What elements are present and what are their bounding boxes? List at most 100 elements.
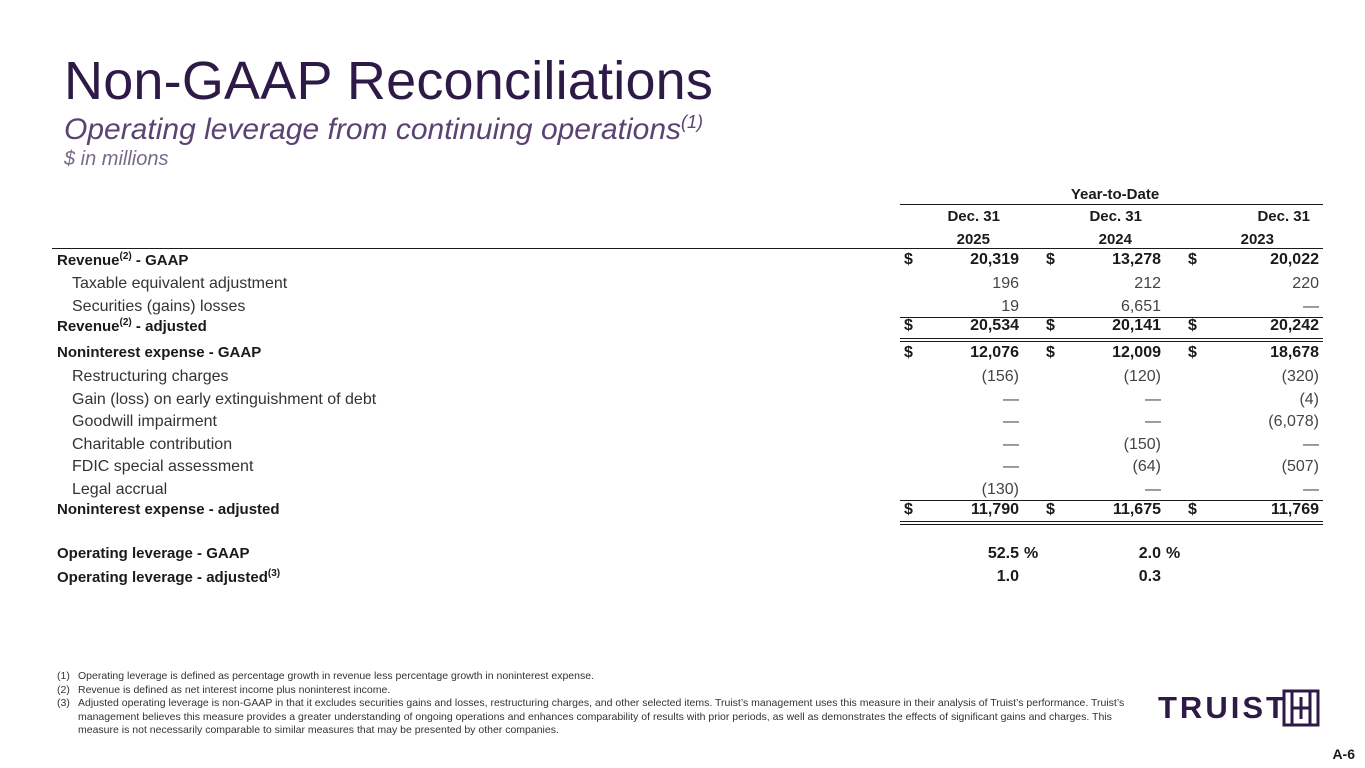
footnote-text: Adjusted operating leverage is non-GAAP …	[78, 697, 1125, 737]
footnote-key: (3)	[57, 697, 70, 710]
dollar-sign: $	[1046, 501, 1055, 518]
footnote-text: Revenue is defined as net interest incom…	[78, 683, 391, 696]
cell-value: —	[1303, 436, 1319, 453]
row-label: Goodwill impairment	[72, 413, 217, 430]
column-header-date: Dec. 31	[1257, 208, 1310, 225]
column-header-year: 2023	[1240, 231, 1274, 248]
total-double-rule	[900, 524, 1323, 525]
row-label: Operating leverage - GAAP	[57, 545, 250, 562]
percent-sign: %	[1024, 545, 1039, 562]
cell-value: —	[1303, 298, 1319, 315]
percent-sign: %	[1166, 545, 1181, 562]
table-row: Securities (gains) losses 19 6,651 —	[0, 298, 1365, 320]
cell-value: 11,675	[1112, 501, 1161, 518]
row-label-text: Revenue	[57, 252, 120, 269]
row-label: Noninterest expense - adjusted	[57, 501, 280, 518]
cell-value: (507)	[1281, 458, 1319, 475]
column-header-date: Dec. 31	[947, 208, 1000, 225]
cell-value: 20,022	[1270, 251, 1319, 268]
cell-value: (6,078)	[1268, 413, 1319, 430]
cell-value: 13,278	[1112, 251, 1161, 268]
subtotal-rule	[900, 500, 1323, 501]
row-label: Gain (loss) on early extinguishment of d…	[72, 391, 377, 408]
row-label: Taxable equivalent adjustment	[72, 275, 288, 292]
logo-wordmark: TRUIST	[1158, 690, 1288, 725]
table-row: Revenue(2) - adjusted $20,534 $20,141 $20,2…	[0, 317, 1365, 339]
cell-value: 1.0	[996, 568, 1019, 585]
truist-hh-mark-icon	[1282, 689, 1320, 727]
table-row: Restructuring charges (156) (120) (320)	[0, 368, 1365, 390]
row-label-text: Revenue	[57, 318, 120, 335]
subtitle-text: Operating leverage from continuing opera…	[64, 113, 682, 146]
row-label-suffix: - GAAP	[131, 252, 189, 269]
footnote: (1) Operating leverage is defined as perc…	[57, 670, 1137, 684]
footnote-text: Operating leverage is defined as percent…	[78, 670, 594, 682]
row-label: Operating leverage - adjusted(3)	[57, 568, 280, 586]
footnote-key: (1)	[57, 670, 70, 682]
page-title: Non-GAAP Reconciliations	[64, 51, 714, 111]
cell-value: 11,769	[1270, 501, 1319, 518]
truist-logo: TRUIST	[1158, 688, 1322, 728]
subtotal-rule	[900, 317, 1323, 318]
row-label-suffix: - adjusted	[131, 318, 207, 335]
year-to-date-header: Year-to-Date	[1070, 186, 1160, 203]
cell-value: 196	[992, 275, 1019, 292]
cell-value: —	[1003, 391, 1019, 408]
dollar-sign: $	[1046, 251, 1055, 268]
column-header-date: Dec. 31	[1089, 208, 1142, 225]
table-row: FDIC special assessment — (64) (507)	[0, 458, 1365, 480]
cell-value: 52.5	[987, 545, 1019, 562]
dollar-sign: $	[1188, 251, 1197, 268]
cell-value: 11,790	[970, 501, 1019, 518]
table-row: Noninterest expense - GAAP $12,076 $12,009…	[0, 344, 1365, 366]
cell-value: —	[1145, 413, 1161, 430]
row-label: Charitable contribution	[72, 436, 233, 453]
row-label: Noninterest expense - GAAP	[57, 344, 262, 361]
row-label-text: Operating leverage - adjusted	[57, 569, 268, 586]
dollar-sign: $	[1188, 501, 1197, 518]
cell-value: 2.0	[1138, 545, 1161, 562]
page-subtitle: Operating leverage from continuing opera…	[64, 112, 703, 147]
table-header-rule	[52, 248, 1323, 249]
cell-value: (156)	[981, 368, 1019, 385]
footnote-key: (2)	[57, 683, 70, 696]
cell-value: —	[1145, 391, 1161, 408]
table-row: Operating leverage - adjusted(3) 1.0 0.3	[0, 568, 1365, 590]
units-note: $ in millions	[64, 148, 169, 170]
table-row: Goodwill impairment — — (6,078)	[0, 413, 1365, 435]
table-row: Gain (loss) on early extinguishment of d…	[0, 391, 1365, 413]
table-row: Noninterest expense - adjusted $11,790 $11…	[0, 501, 1365, 523]
cell-value: 20,141	[1112, 317, 1161, 334]
row-label: Securities (gains) losses	[72, 298, 246, 315]
table-row: Taxable equivalent adjustment 196 212 220	[0, 275, 1365, 297]
cell-value: 12,009	[1112, 344, 1161, 361]
table-row: Revenue(2) - GAAP $20,319 $13,278 $20,022	[0, 251, 1365, 273]
cell-value: (320)	[1281, 368, 1319, 385]
total-double-rule	[900, 341, 1323, 342]
dollar-sign: $	[1046, 344, 1055, 361]
footnote: (2) Revenue is defined as net interest in…	[57, 684, 1137, 698]
cell-value: 20,534	[970, 317, 1019, 334]
cell-value: 19	[1001, 298, 1019, 315]
cell-value: (120)	[1123, 368, 1161, 385]
dollar-sign: $	[904, 251, 913, 268]
table-row: Legal accrual (130) — —	[0, 481, 1365, 503]
table-row: Operating leverage - GAAP 52.5% 2.0%	[0, 545, 1365, 567]
dollar-sign: $	[904, 344, 913, 361]
cell-value: —	[1003, 458, 1019, 475]
dollar-sign: $	[1046, 317, 1055, 334]
dollar-sign: $	[1188, 317, 1197, 334]
cell-value: —	[1145, 481, 1161, 498]
row-label-footnote-ref: (2)	[119, 251, 132, 262]
header-rule	[900, 204, 1323, 205]
row-label-footnote-ref: (2)	[119, 317, 132, 328]
column-header-year: 2025	[956, 231, 990, 248]
cell-value: 12,076	[970, 344, 1019, 361]
cell-value: 18,678	[1270, 344, 1319, 361]
cell-value: 6,651	[1120, 298, 1161, 315]
subtitle-footnote-ref: (1)	[681, 112, 704, 132]
cell-value: (130)	[981, 481, 1019, 498]
total-double-rule	[900, 338, 1323, 339]
cell-value: 20,319	[970, 251, 1019, 268]
table-row: Charitable contribution — (150) —	[0, 436, 1365, 458]
